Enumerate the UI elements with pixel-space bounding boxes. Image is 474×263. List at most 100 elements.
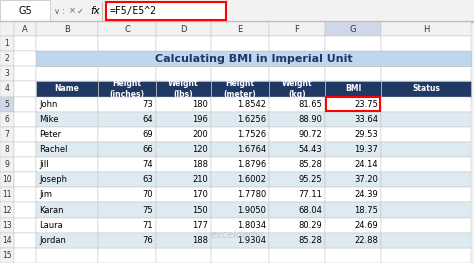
Bar [211, 218, 269, 233]
Bar [269, 36, 325, 51]
Text: F: F [294, 24, 300, 33]
Bar [0, 51, 14, 66]
Text: 1.9304: 1.9304 [237, 236, 266, 245]
Bar [269, 187, 325, 203]
Bar [156, 112, 211, 127]
Bar [381, 36, 471, 51]
Bar [381, 22, 471, 36]
Bar [36, 203, 98, 218]
Text: Jordan: Jordan [39, 236, 66, 245]
Text: 2: 2 [5, 54, 9, 63]
Bar [36, 233, 98, 248]
Text: 4: 4 [5, 84, 9, 93]
Text: 54.43: 54.43 [298, 145, 322, 154]
Bar [381, 66, 471, 82]
Text: E: E [237, 24, 243, 33]
Bar [106, 2, 226, 20]
Bar [14, 112, 36, 127]
Text: 150: 150 [192, 205, 208, 215]
Text: H: H [423, 24, 429, 33]
Bar [325, 82, 381, 97]
Text: 15: 15 [2, 251, 12, 260]
Bar [156, 157, 211, 172]
Bar [156, 187, 211, 203]
Text: 8: 8 [5, 145, 9, 154]
Bar [269, 82, 325, 97]
Bar [156, 66, 211, 82]
Text: 170: 170 [192, 190, 208, 199]
Text: 85.28: 85.28 [298, 236, 322, 245]
Text: 18.75: 18.75 [354, 205, 378, 215]
Bar [381, 82, 471, 97]
Bar [36, 142, 98, 157]
Bar [36, 97, 98, 112]
Bar [211, 112, 269, 127]
Bar [98, 22, 156, 36]
Bar [325, 187, 381, 203]
Bar [0, 82, 14, 97]
Bar [0, 233, 14, 248]
Text: 1: 1 [5, 39, 9, 48]
Bar [36, 187, 98, 203]
Bar [381, 127, 471, 142]
Text: 9: 9 [5, 160, 9, 169]
Bar [381, 157, 471, 172]
Text: 120: 120 [192, 145, 208, 154]
Text: 63: 63 [142, 175, 153, 184]
Bar [381, 248, 471, 263]
Text: B: B [64, 24, 70, 33]
Bar [156, 172, 211, 187]
Text: 200: 200 [192, 130, 208, 139]
Bar [325, 157, 381, 172]
Text: 33.64: 33.64 [354, 115, 378, 124]
Bar [36, 66, 98, 82]
Bar [211, 172, 269, 187]
Text: 75: 75 [142, 205, 153, 215]
Bar [325, 127, 381, 142]
Bar [156, 142, 211, 157]
Bar [0, 0, 474, 22]
Bar [0, 142, 14, 157]
Bar [14, 97, 36, 112]
Text: D: D [180, 24, 187, 33]
Bar [0, 22, 14, 36]
Bar [0, 187, 14, 203]
Text: =F5/E5^2: =F5/E5^2 [110, 6, 157, 16]
Bar [326, 97, 380, 111]
Text: Jim: Jim [39, 190, 52, 199]
Bar [156, 22, 211, 36]
Text: 14: 14 [2, 236, 12, 245]
Text: 12: 12 [2, 205, 12, 215]
Bar [36, 248, 98, 263]
Bar [14, 203, 36, 218]
Bar [269, 127, 325, 142]
Text: Jill: Jill [39, 160, 49, 169]
Bar [14, 36, 36, 51]
Bar [36, 127, 98, 142]
Bar [0, 248, 14, 263]
Bar [269, 22, 325, 36]
Text: Height
(meter): Height (meter) [224, 79, 256, 99]
Text: 3: 3 [5, 69, 9, 78]
Bar [36, 51, 471, 66]
Bar [269, 218, 325, 233]
Bar [211, 97, 269, 112]
Text: Name: Name [55, 84, 80, 93]
Bar [269, 203, 325, 218]
Text: 66: 66 [142, 145, 153, 154]
Text: Weight
(lbs): Weight (lbs) [168, 79, 199, 99]
Bar [325, 22, 381, 36]
Text: 81.65: 81.65 [298, 100, 322, 109]
Bar [211, 233, 269, 248]
Bar [211, 157, 269, 172]
Text: Weight
(kg): Weight (kg) [282, 79, 312, 99]
Text: 1.6256: 1.6256 [237, 115, 266, 124]
Text: 1.6764: 1.6764 [237, 145, 266, 154]
Text: 90.72: 90.72 [298, 130, 322, 139]
Text: Height
(inches): Height (inches) [109, 79, 145, 99]
Bar [98, 203, 156, 218]
Bar [14, 22, 36, 36]
Bar [14, 248, 36, 263]
Text: ×: × [69, 7, 76, 16]
Bar [98, 172, 156, 187]
